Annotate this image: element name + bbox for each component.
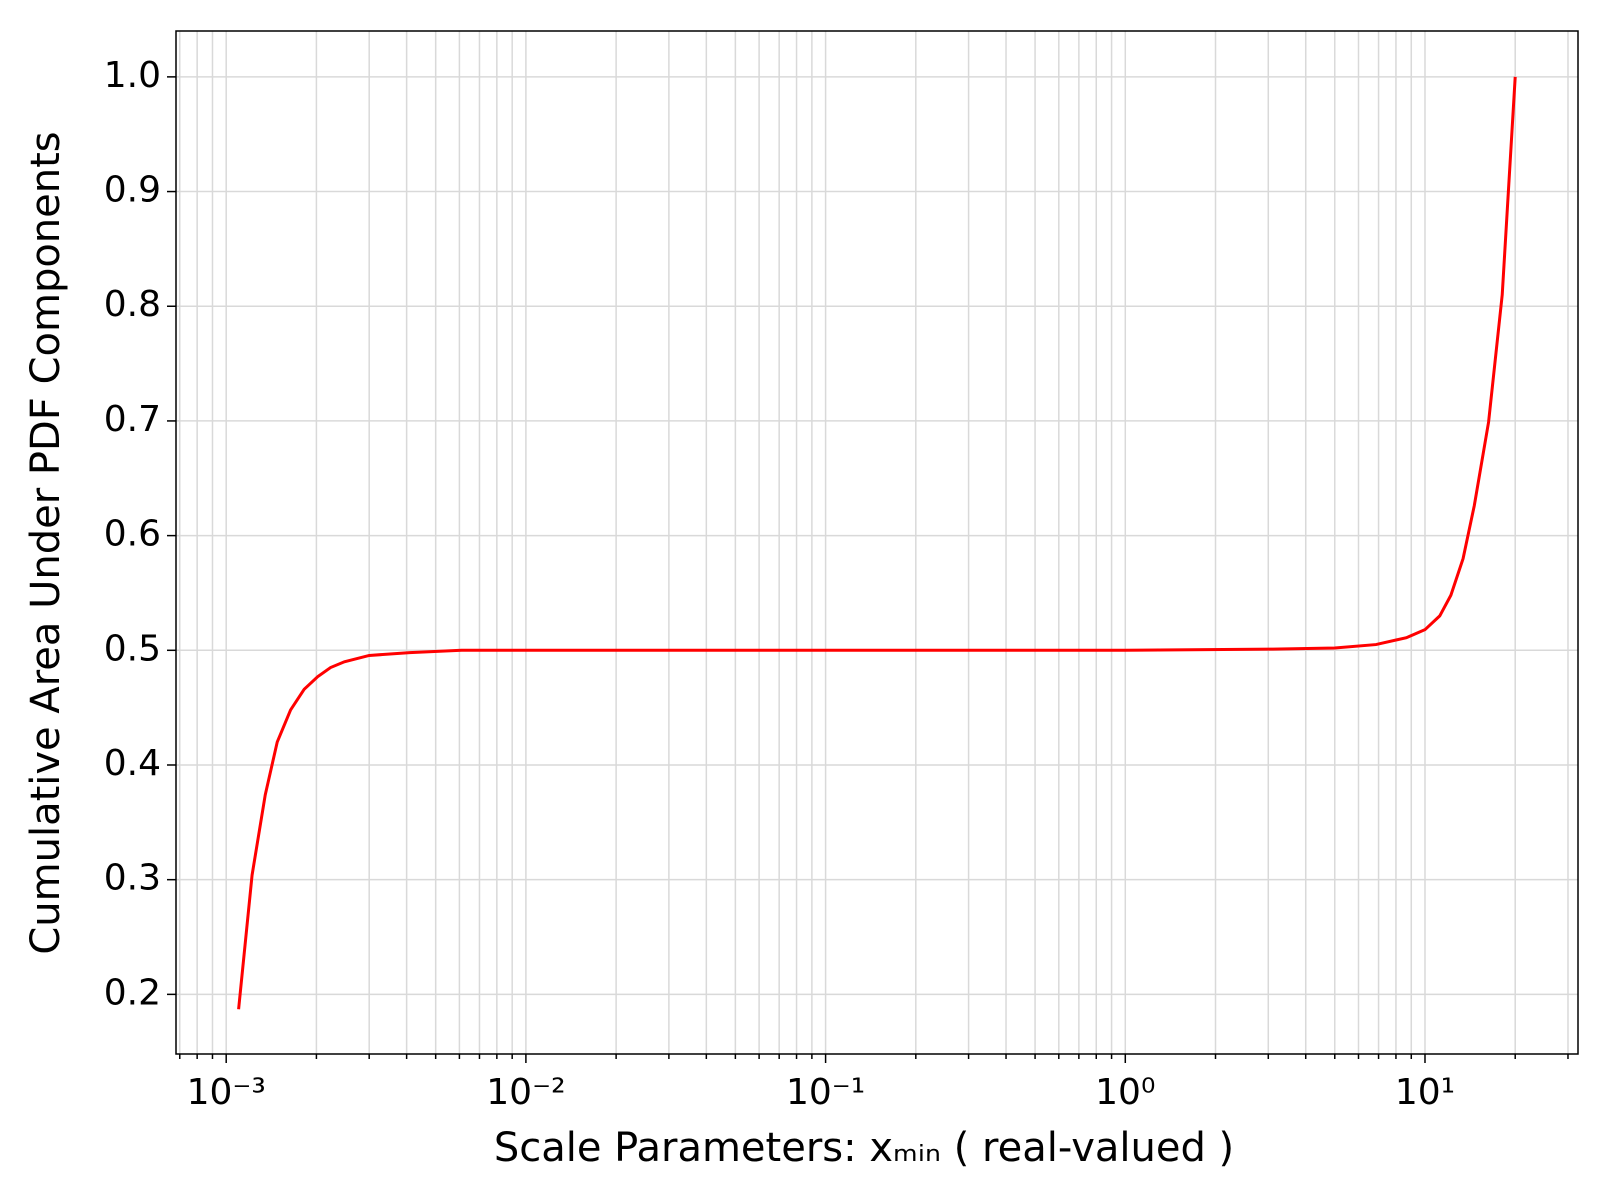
y-tick-label: 0.3 xyxy=(104,858,161,899)
y-tick-label: 1.0 xyxy=(104,55,161,96)
x-tick-label: 10⁻³ xyxy=(187,1072,266,1113)
y-tick-label: 0.8 xyxy=(104,284,161,325)
y-tick-label: 0.5 xyxy=(104,628,161,669)
x-tick-label: 10¹ xyxy=(1395,1072,1455,1113)
x-tick-label: 10⁻² xyxy=(486,1072,565,1113)
x-tick-label: 10⁰ xyxy=(1095,1072,1155,1113)
y-axis-label: Cumulative Area Under PDF Components xyxy=(23,131,69,954)
y-tick-label: 0.4 xyxy=(104,743,161,784)
x-tick-label: 10⁻¹ xyxy=(786,1072,865,1113)
x-axis-label: Scale Parameters: xₘᵢₙ ( real-valued ) xyxy=(494,1125,1234,1171)
y-tick-label: 0.7 xyxy=(104,399,161,440)
plot-frame xyxy=(175,30,1579,1055)
y-tick-label: 0.2 xyxy=(104,972,161,1013)
y-tick-label: 0.6 xyxy=(104,514,161,555)
line xyxy=(237,76,1517,1010)
y-tick-label: 0.9 xyxy=(104,170,161,211)
